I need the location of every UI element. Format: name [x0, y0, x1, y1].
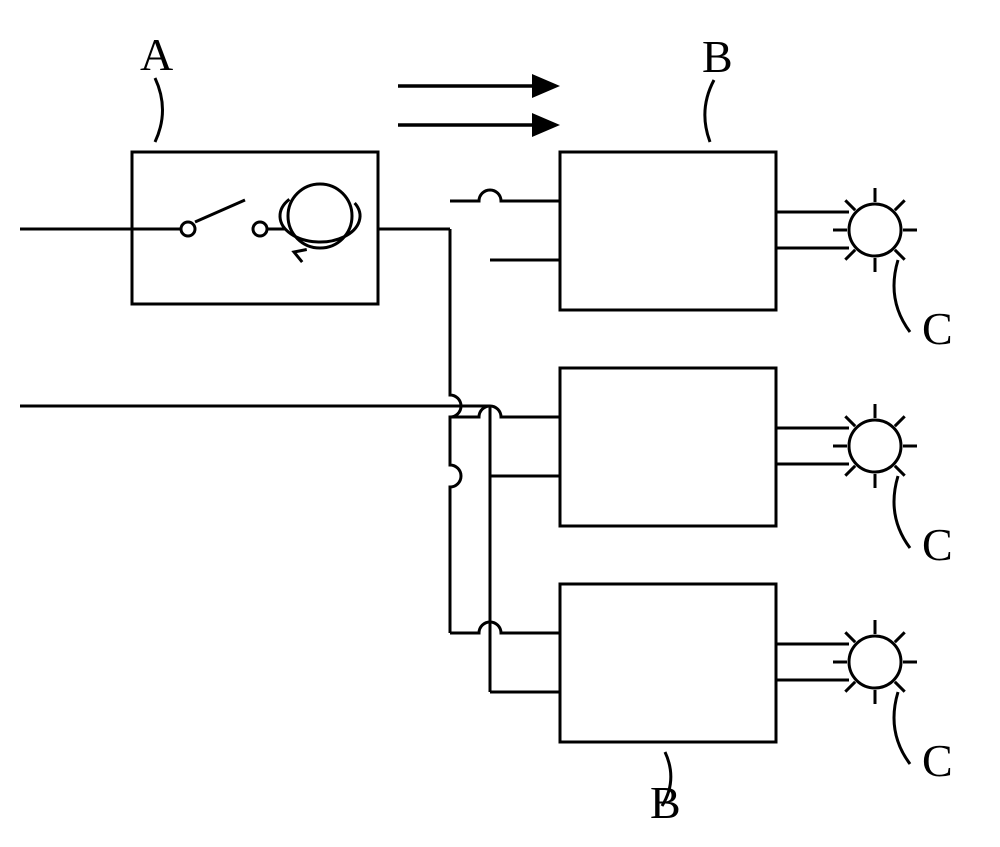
block-b-0: [560, 152, 776, 310]
lamp-icon-1: [849, 420, 901, 472]
lamp-icon-2: [849, 636, 901, 688]
lamp-icon-0: [849, 204, 901, 256]
label-c-1: C: [922, 519, 953, 570]
bus-spur-top-2: [450, 622, 560, 633]
leader-c-2: [894, 692, 910, 764]
label-c-0: C: [922, 303, 953, 354]
bus-spur-top-0: [450, 190, 560, 201]
leader-c-0: [894, 260, 910, 332]
bus-spur-top-1: [450, 406, 560, 417]
leader-c-1: [894, 476, 910, 548]
leader-a: [155, 78, 163, 142]
label-c-2: C: [922, 735, 953, 786]
switch-arm: [195, 200, 245, 222]
bus-vertical-top: [450, 229, 461, 633]
leader-b-0: [705, 80, 714, 142]
label-b-0: B: [702, 31, 733, 82]
label-a: A: [140, 29, 173, 80]
rotation-arc: [280, 199, 360, 242]
block-b-1: [560, 368, 776, 526]
diagram-canvas: ABBCCC: [0, 0, 1000, 847]
block-b-2: [560, 584, 776, 742]
